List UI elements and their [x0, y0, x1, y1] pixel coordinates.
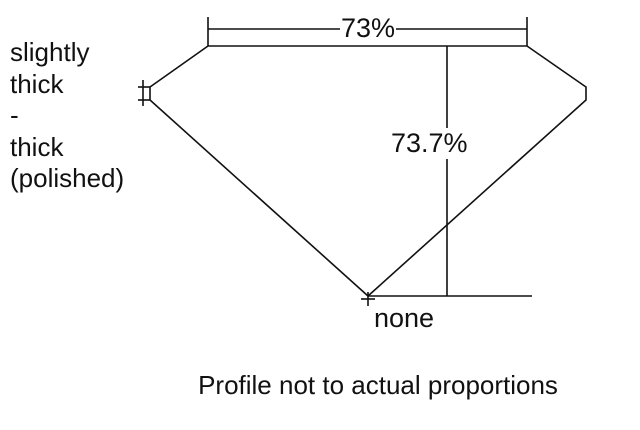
girdle-label-line: -	[10, 100, 19, 130]
girdle-label-line: thick	[10, 68, 64, 99]
girdle-label-line: thick	[10, 131, 64, 162]
girdle-label-line: (polished)	[10, 163, 125, 193]
caption: Profile not to actual proportions	[198, 370, 558, 400]
table-percent-label: 73%	[340, 13, 397, 44]
gem-outline	[149, 45, 587, 298]
depth-percent-label: 73.7%	[390, 128, 469, 159]
girdle-label: slightly thick - thick (polished)	[10, 37, 124, 195]
culet-label: none	[374, 303, 435, 333]
girdle-label-line: slightly	[10, 37, 90, 67]
